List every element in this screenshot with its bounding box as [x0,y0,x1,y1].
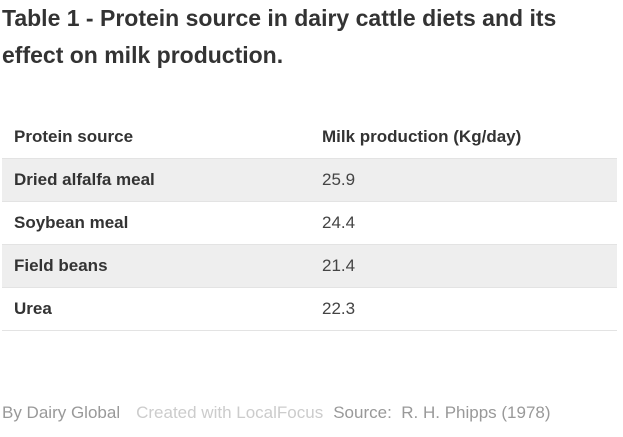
table-row: Soybean meal 24.4 [2,201,617,245]
milk-production-cell: 25.9 [310,158,617,202]
protein-source-cell: Field beans [2,244,310,288]
data-table: Protein source Milk production (Kg/day) … [2,116,617,331]
column-header-milk-production: Milk production (Kg/day) [310,116,617,159]
table-row: Field beans 21.4 [2,244,617,288]
source-label: Source: [333,403,392,422]
table-title: Table 1 - Protein source in dairy cattle… [2,5,557,68]
milk-production-cell: 21.4 [310,244,617,288]
protein-source-cell: Urea [2,287,310,331]
table-row: Dried alfalfa meal 25.9 [2,158,617,202]
header-row: Protein source Milk production (Kg/day) [2,116,617,159]
milk-production-cell: 24.4 [310,201,617,245]
protein-source-cell: Dried alfalfa meal [2,158,310,202]
localfocus-credit-link[interactable]: Created with LocalFocus [136,403,324,422]
column-header-protein-source: Protein source [2,116,310,159]
table-row: Urea 22.3 [2,287,617,331]
chart-footer: By Dairy Global Created with LocalFocus So… [2,401,617,425]
source-value: R. H. Phipps (1978) [401,403,551,422]
byline: By Dairy Global [2,403,121,422]
milk-production-cell: 22.3 [310,287,617,331]
protein-source-cell: Soybean meal [2,201,310,245]
